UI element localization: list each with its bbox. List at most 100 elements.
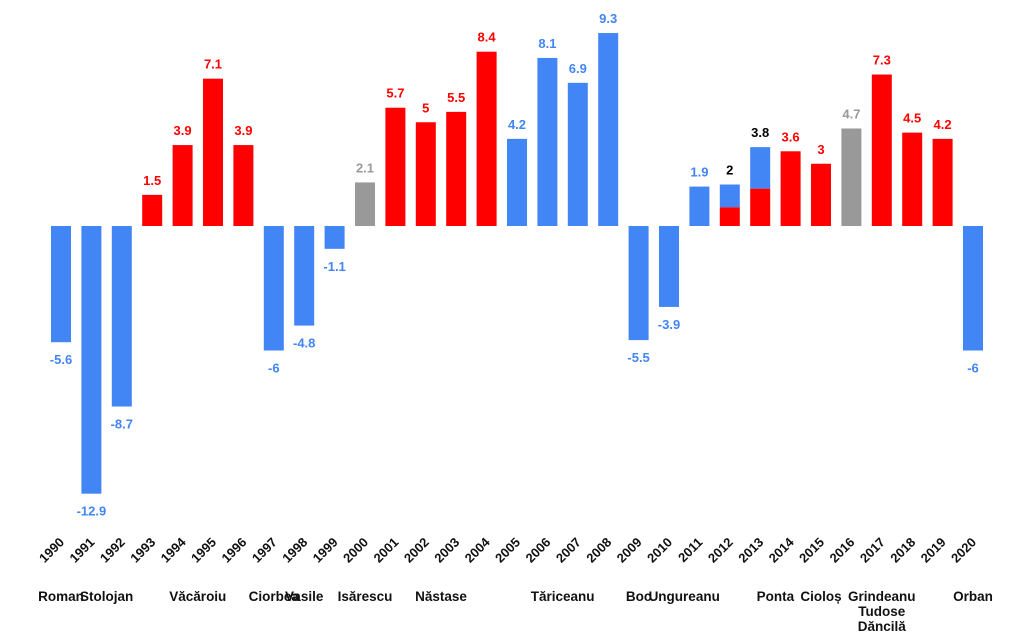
pm-name-line: Stolojan — [80, 589, 133, 604]
bars-group — [51, 33, 983, 494]
year-label-1993: 1993 — [127, 535, 158, 566]
value-label-2000: 2.1 — [356, 160, 374, 175]
bar-2015 — [811, 163, 831, 226]
pm-name-line: Boc — [626, 589, 652, 604]
value-label-1991: -12.9 — [77, 504, 107, 519]
bar-1991 — [81, 226, 102, 494]
bar-2003 — [446, 111, 467, 226]
pm-name-line: Grindeanu — [848, 589, 916, 604]
value-label-1994: 3.9 — [174, 123, 192, 138]
year-label-2019: 2019 — [918, 535, 949, 566]
pm-name-line: Vasile — [285, 589, 324, 604]
pm-label-10: Ponta — [757, 589, 795, 604]
bar-2017 — [871, 74, 892, 227]
year-label-1995: 1995 — [188, 535, 219, 566]
value-label-1995: 7.1 — [204, 57, 222, 72]
value-label-2002: 5 — [422, 100, 429, 115]
value-label-1992: -8.7 — [111, 417, 133, 432]
year-label-2014: 2014 — [766, 534, 798, 566]
bar-2013-lower — [750, 188, 771, 226]
year-label-2009: 2009 — [614, 535, 645, 566]
value-label-2016: 4.7 — [842, 106, 860, 121]
year-label-2017: 2017 — [857, 535, 888, 566]
pm-label-11: Cioloș — [800, 589, 841, 604]
pm-label-9: Ungureanu — [649, 589, 720, 604]
bar-2012-lower — [719, 207, 740, 226]
bar-2004 — [476, 51, 497, 227]
value-label-1997: -6 — [268, 361, 280, 376]
year-label-2002: 2002 — [401, 535, 432, 566]
pm-name-line: Roman — [38, 589, 84, 604]
year-label-2007: 2007 — [553, 535, 584, 566]
bar-1998 — [294, 226, 315, 326]
year-label-1992: 1992 — [97, 535, 128, 566]
bar-2007 — [567, 82, 588, 226]
bar-1993 — [142, 194, 163, 226]
value-label-2008: 9.3 — [599, 11, 617, 26]
pm-name-line: Dăncilă — [858, 619, 907, 634]
bar-2000 — [355, 182, 375, 226]
value-label-2004: 8.4 — [478, 30, 497, 45]
bar-2019 — [932, 138, 953, 226]
pm-label-8: Boc — [626, 589, 652, 604]
value-label-2007: 6.9 — [569, 61, 587, 76]
year-label-2013: 2013 — [735, 535, 766, 566]
value-label-1998: -4.8 — [293, 336, 315, 351]
bar-1995 — [203, 78, 223, 226]
value-label-1993: 1.5 — [143, 173, 161, 188]
bar-1996 — [233, 145, 254, 226]
pm-name-line: Orban — [953, 589, 993, 604]
bar-1994 — [172, 145, 193, 226]
value-label-2009: -5.5 — [627, 350, 649, 365]
pm-label-12: Grindeanu Tudose Dăncilă — [848, 589, 916, 634]
year-label-2018: 2018 — [887, 535, 918, 566]
pm-label-1: Stolojan — [80, 589, 133, 604]
pm-label-6: Năstase — [415, 589, 467, 604]
value-label-2005: 4.2 — [508, 117, 526, 132]
pm-label-13: Orban — [953, 589, 993, 604]
year-label-2015: 2015 — [796, 535, 827, 566]
year-label-1990: 1990 — [36, 535, 67, 566]
year-label-2001: 2001 — [370, 535, 401, 566]
value-label-2003: 5.5 — [447, 90, 465, 105]
year-label-2020: 2020 — [948, 535, 979, 566]
year-label-2010: 2010 — [644, 535, 675, 566]
year-label-2011: 2011 — [675, 535, 706, 566]
year-label-2004: 2004 — [462, 534, 494, 566]
bar-2014 — [780, 151, 801, 226]
pm-name-line: Năstase — [415, 589, 467, 604]
pm-name-line: Isărescu — [338, 589, 393, 604]
bar-2002 — [415, 122, 436, 226]
year-label-1991: 1991 — [66, 535, 97, 566]
pm-name-line: Cioloș — [800, 589, 841, 604]
value-labels-group: -5.6 -12.9 -8.7 1.5 3.9 7.1 3.9 -6 -4.8 -1.1 2.1 5.… — [50, 11, 979, 519]
pm-name-line: Văcăroiu — [169, 589, 226, 604]
bar-2005 — [507, 138, 527, 226]
bar-2012-upper — [719, 184, 740, 208]
bar-1999 — [324, 226, 345, 249]
year-label-2000: 2000 — [340, 535, 371, 566]
year-label-1998: 1998 — [279, 535, 310, 566]
bar-2013-upper — [750, 147, 771, 189]
year-label-1996: 1996 — [218, 535, 249, 566]
value-label-2011: 1.9 — [690, 165, 708, 180]
year-label-2003: 2003 — [431, 535, 462, 566]
pm-label-0: Roman — [38, 589, 84, 604]
pm-name-line: Tudose — [858, 604, 905, 619]
value-label-2015: 3 — [817, 142, 824, 157]
bar-2009 — [628, 226, 649, 341]
value-label-2001: 5.7 — [386, 86, 404, 101]
year-labels-group: 1990 1991 1992 1993 1994 1995 1996 1997 1998 1999… — [36, 534, 979, 566]
value-label-2017: 7.3 — [873, 53, 891, 68]
bar-2020 — [963, 226, 983, 351]
year-label-2012: 2012 — [705, 535, 736, 566]
pm-label-2: Văcăroiu — [169, 589, 226, 604]
value-label-2019: 4.2 — [934, 117, 952, 132]
value-label-1990: -5.6 — [50, 352, 72, 367]
pm-name-line: Ciorbea — [249, 589, 300, 604]
bar-2010 — [659, 226, 679, 307]
bar-2011 — [689, 186, 710, 226]
value-label-2013: 3.8 — [751, 125, 769, 140]
